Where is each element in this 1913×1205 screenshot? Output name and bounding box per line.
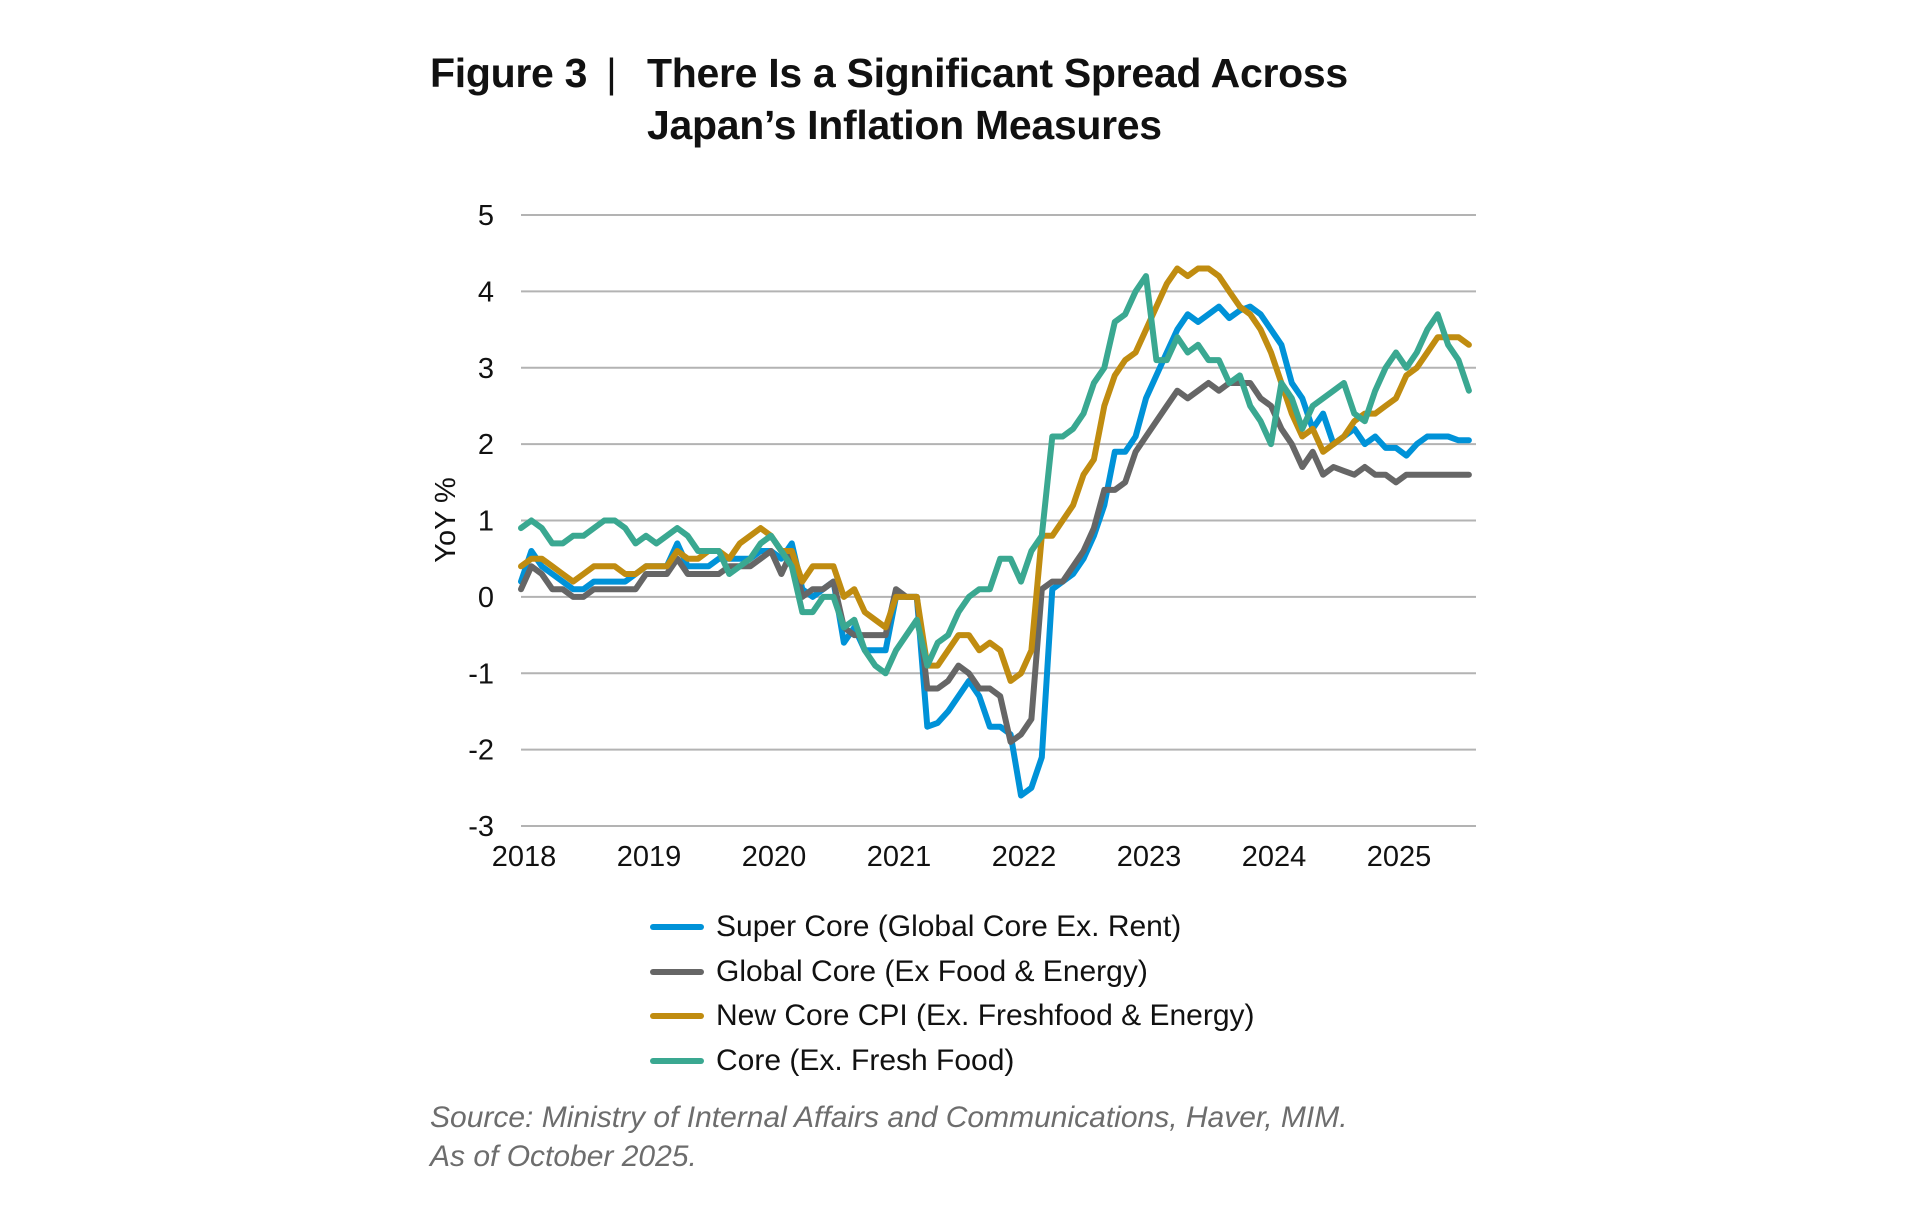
y-tick-label: 2: [478, 429, 494, 461]
x-tick-label: 2019: [617, 841, 682, 873]
figure-number: Figure 3: [430, 50, 588, 96]
y-tick-label: 1: [478, 506, 494, 538]
source-note: Source: Ministry of Internal Affairs and…: [430, 1098, 1348, 1176]
legend: Super Core (Global Core Ex. Rent) Global…: [650, 905, 1255, 1083]
y-axis-label: YoY %: [430, 477, 462, 562]
y-tick-label: 4: [478, 276, 494, 308]
x-tick-label: 2018: [492, 841, 557, 873]
gridlines: [521, 214, 1476, 827]
series-lines: [518, 265, 1472, 799]
legend-swatch: [650, 924, 704, 931]
legend-label: Global Core (Ex Food & Energy): [716, 954, 1148, 988]
y-tick-label: -2: [468, 735, 494, 767]
y-tick-label: -1: [468, 658, 494, 690]
series-line-2: [518, 265, 1472, 684]
source-line: Source: Ministry of Internal Affairs and…: [430, 1101, 1348, 1134]
series-line-0: [518, 303, 1472, 799]
legend-item-core: Core (Ex. Fresh Food): [650, 1039, 1255, 1084]
y-tick-label: 0: [478, 582, 494, 614]
series-line-3: [518, 273, 1472, 677]
as-of-date: As of October 2025.: [430, 1140, 697, 1173]
x-tick-label: 2022: [992, 841, 1057, 873]
x-tick-label: 2020: [742, 841, 807, 873]
figure-label: Figure 3 |: [430, 50, 625, 97]
title-separator: |: [606, 50, 617, 96]
legend-swatch: [650, 1013, 704, 1020]
x-tick-label: 2021: [867, 841, 932, 873]
legend-label: Super Core (Global Core Ex. Rent): [716, 910, 1182, 944]
legend-swatch: [650, 1057, 704, 1064]
x-tick-labels: 2018 2019 2020 2021 2022 2023 2024 2025: [492, 841, 1432, 873]
y-tick-label: 5: [478, 200, 494, 232]
x-tick-label: 2024: [1242, 841, 1307, 873]
legend-swatch: [650, 968, 704, 975]
legend-item-super-core: Super Core (Global Core Ex. Rent): [650, 905, 1255, 950]
legend-item-new-core-cpi: New Core CPI (Ex. Freshfood & Energy): [650, 994, 1255, 1039]
series-line-1: [518, 380, 1472, 745]
chart-title-line1: There Is a Significant Spread Across: [647, 50, 1348, 96]
chart-title-line2: Japan’s Inflation Measures: [647, 102, 1162, 148]
legend-label: New Core CPI (Ex. Freshfood & Energy): [716, 999, 1255, 1033]
x-tick-label: 2023: [1117, 841, 1182, 873]
y-tick-label: 3: [478, 353, 494, 385]
y-tick-labels: -3 -2 -1 0 1 2 3 4 5: [468, 200, 494, 843]
legend-item-global-core: Global Core (Ex Food & Energy): [650, 950, 1255, 995]
y-tick-label: -3: [468, 811, 494, 843]
legend-label: Core (Ex. Fresh Food): [716, 1043, 1015, 1077]
x-tick-label: 2025: [1367, 841, 1432, 873]
